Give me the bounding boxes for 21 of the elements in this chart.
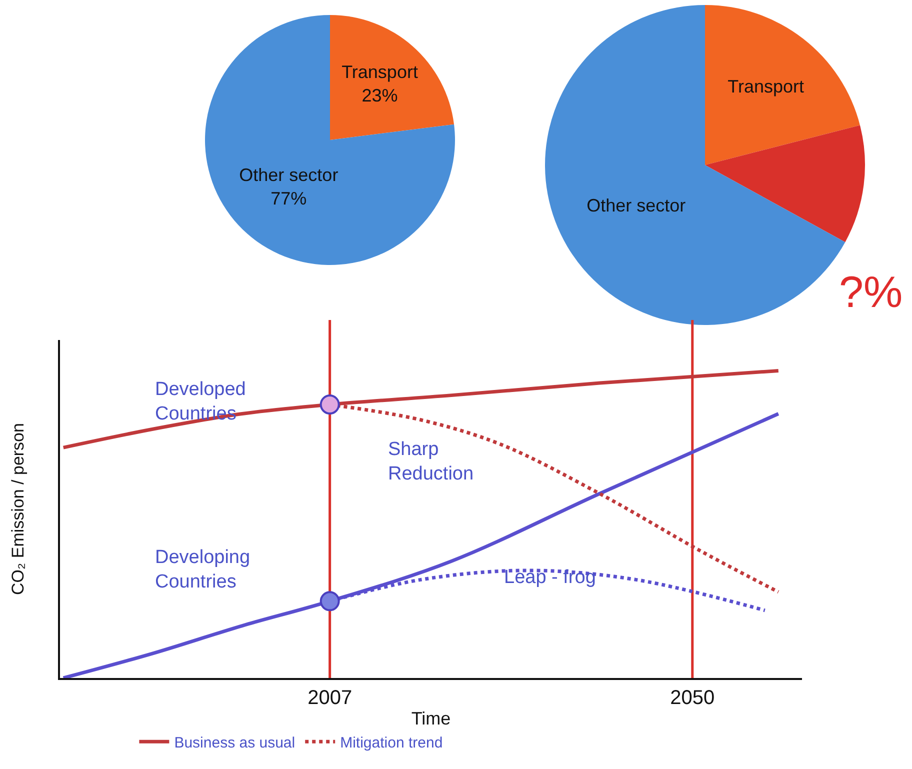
slice-label: Other sector [586,196,686,216]
legend-label: Mitigation trend [340,734,443,752]
annotation: Leap - frog [504,567,596,588]
data-label: 23% [362,85,398,106]
text: ?% [839,268,903,317]
pie-slice [705,125,865,242]
annotation: Developing Countries [155,547,250,593]
slice-label: Transport [342,62,418,82]
y-axis-title: CO₂ Emission / person [8,423,28,595]
x-tick-label: 2007 [308,687,352,709]
slice-label: Other sector [239,165,338,186]
legend-label: Business as usual [174,734,296,752]
x-axis-title: Time [411,708,451,729]
pie-slice [705,5,860,165]
annotation: Sharp Reduction [388,439,474,485]
x-tick-label: 2050 [670,687,715,709]
pie-slice [330,15,454,140]
data-label: 77% [270,188,307,209]
slice-label: Transport [728,76,804,97]
annotation: Developed Countries [155,379,246,425]
pie-slice [205,15,455,265]
